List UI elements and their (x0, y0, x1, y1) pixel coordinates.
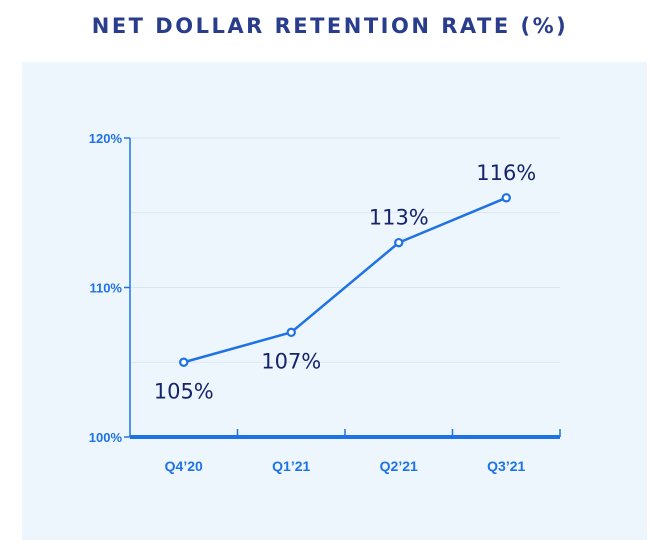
data-label: 105% (154, 379, 214, 403)
data-point (501, 193, 511, 203)
data-label: 116% (476, 161, 536, 185)
data-point (179, 357, 189, 367)
series-line (183, 196, 507, 364)
x-tick-label: Q3’21 (487, 458, 525, 474)
chart-panel (22, 62, 647, 540)
x-tick-label: Q4’20 (165, 458, 203, 474)
chart-title: NET DOLLAR RETENTION RATE (%) (91, 14, 569, 38)
data-label: 113% (369, 206, 429, 230)
y-tick-label: 120% (89, 131, 123, 146)
y-tick-label: 110% (89, 281, 122, 296)
data-point (394, 237, 404, 248)
y-tick-label: 100% (89, 430, 123, 445)
x-tick-label: Q1’21 (272, 458, 310, 474)
data-point (286, 327, 296, 338)
x-tick-label: Q2’21 (380, 458, 418, 474)
data-label: 107% (261, 349, 321, 373)
